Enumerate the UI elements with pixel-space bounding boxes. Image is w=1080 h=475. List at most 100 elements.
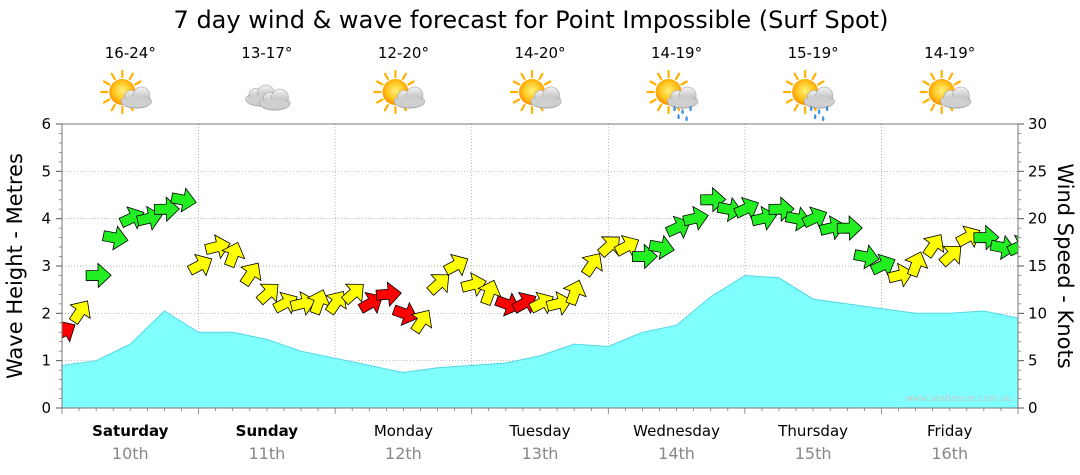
rain-drop xyxy=(825,105,829,112)
sun-ray xyxy=(930,72,936,81)
wind-arrows xyxy=(62,186,1018,343)
day-date: 11th xyxy=(248,444,285,463)
cloud-part xyxy=(121,97,151,108)
sun-ray xyxy=(811,72,817,81)
wind-arrow xyxy=(186,253,213,277)
sun-ray xyxy=(520,72,526,81)
sun-ray xyxy=(538,72,544,81)
sun-ray xyxy=(401,72,408,81)
sun-ray xyxy=(785,80,794,86)
wind-arrow xyxy=(869,253,896,278)
sun-ray xyxy=(785,98,794,104)
wind-arrow xyxy=(801,206,828,230)
rain-drop xyxy=(677,113,680,120)
sun-ray xyxy=(680,80,688,86)
wind-arrow xyxy=(631,243,658,270)
sun-ray xyxy=(512,80,521,86)
wind-arrow xyxy=(255,283,279,306)
wind-arrow xyxy=(733,196,760,221)
wind-arrow xyxy=(442,253,469,277)
sun-ray xyxy=(649,80,657,86)
showers-icon xyxy=(646,69,699,122)
cloud xyxy=(667,86,699,109)
wind-arrow xyxy=(375,281,402,308)
sun-ray xyxy=(110,72,116,81)
day-columns: 16-24° Saturday 10th 13-17° Sunday 11th 12-20°… xyxy=(92,44,975,463)
partly-cloudy-icon xyxy=(373,69,425,115)
sun-ray xyxy=(674,72,681,81)
wind-arrow xyxy=(922,234,945,259)
wind-arrow xyxy=(221,241,246,269)
day-name: Thursday xyxy=(777,422,848,440)
temperature-range: 14-19° xyxy=(651,44,702,62)
sun-ray xyxy=(793,103,799,112)
day-column-wednesday: 14-19° Wednesday 14th xyxy=(633,44,720,463)
cloud xyxy=(393,86,425,109)
cloud xyxy=(803,86,835,109)
left-tick-label: 2 xyxy=(41,304,51,322)
sun-ray xyxy=(948,72,954,81)
plot-area: www.seabreeze.com.au xyxy=(61,123,1019,409)
wind-arrow xyxy=(562,279,587,307)
day-date: 12th xyxy=(385,444,422,463)
temperature-range: 14-19° xyxy=(924,44,975,62)
left-tick-label: 5 xyxy=(41,162,51,180)
day-name: Friday xyxy=(927,422,973,440)
wind-arrow xyxy=(477,279,502,307)
right-tick-label: 15 xyxy=(1028,257,1047,275)
cloud xyxy=(530,86,562,109)
rain-drop xyxy=(685,115,688,122)
rain-drop xyxy=(813,113,817,120)
right-tick-label: 0 xyxy=(1028,399,1038,417)
temperature-range: 16-24° xyxy=(105,44,156,62)
wind-arrow xyxy=(682,205,709,231)
cloud xyxy=(259,88,291,111)
right-axis-label: Wind Speed - Knots xyxy=(1053,163,1077,368)
wind-arrow xyxy=(170,187,197,213)
sun-ray xyxy=(102,98,111,104)
day-name: Wednesday xyxy=(633,422,720,440)
wave-height-area xyxy=(61,274,1019,409)
left-tick-label: 3 xyxy=(41,257,51,275)
left-tick-label: 1 xyxy=(41,352,51,370)
wind-arrow xyxy=(904,251,929,278)
day-date: 15th xyxy=(795,444,832,463)
cloud xyxy=(120,86,152,109)
sun-ray xyxy=(376,80,384,86)
sun-ray xyxy=(930,103,936,112)
wind-arrow xyxy=(410,309,433,335)
rain-drop xyxy=(821,115,825,122)
day-column-saturday: 16-24° Saturday 10th xyxy=(92,44,169,463)
wind-arrow xyxy=(494,292,521,317)
wind-arrow xyxy=(62,320,76,343)
sun-ray xyxy=(656,103,663,112)
sun-ray xyxy=(817,80,825,86)
right-tick-label: 25 xyxy=(1028,162,1047,180)
rain-drop xyxy=(673,105,676,112)
cloud-part xyxy=(941,97,971,108)
wind-arrow xyxy=(836,215,863,241)
sun-ray xyxy=(407,80,415,86)
day-date: 13th xyxy=(522,444,559,463)
wind-arrow xyxy=(340,283,364,306)
cloud-part xyxy=(804,97,834,108)
wind-arrow xyxy=(101,225,129,251)
sun-ray xyxy=(383,72,390,81)
right-tick-label: 20 xyxy=(1028,210,1047,228)
wind-arrow xyxy=(391,301,419,326)
day-date: 14th xyxy=(658,444,695,463)
partly-cloudy-icon xyxy=(100,69,152,115)
cloud-part xyxy=(668,97,698,108)
partly-cloudy-icon xyxy=(509,69,562,115)
day-name: Tuesday xyxy=(508,422,570,440)
rain-drop xyxy=(809,105,813,112)
day-column-monday: 12-20° Monday 12th xyxy=(373,44,433,463)
wind-arrow xyxy=(784,206,812,232)
cloudy-icon xyxy=(245,84,291,111)
wind-arrow xyxy=(68,300,91,325)
wind-arrow xyxy=(239,262,262,288)
cloud-part xyxy=(394,97,424,108)
day-name: Sunday xyxy=(236,422,299,440)
left-tick-label: 6 xyxy=(41,115,51,133)
